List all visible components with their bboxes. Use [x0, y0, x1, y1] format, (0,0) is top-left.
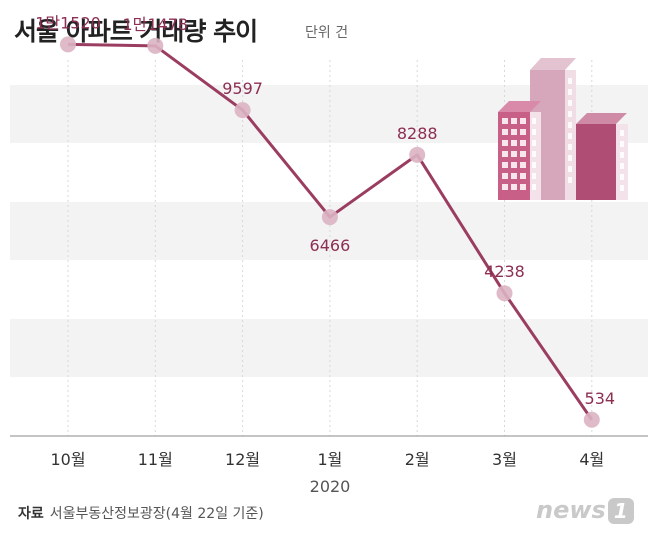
window-icon	[502, 162, 508, 168]
window-icon	[502, 129, 508, 135]
data-point	[409, 146, 426, 163]
data-label: 1만1520	[35, 13, 101, 32]
data-label: 6466	[310, 236, 351, 255]
window-icon	[511, 173, 517, 179]
logo-text: news	[536, 496, 606, 524]
data-point	[60, 36, 76, 53]
window-icon	[568, 78, 572, 84]
x-tick-label: 11월	[138, 450, 173, 469]
window-icon	[502, 184, 508, 190]
x-tick-label: 12월	[225, 450, 260, 469]
window-icon	[568, 177, 572, 183]
window-icon	[532, 129, 536, 135]
source-label: 자료	[18, 506, 44, 522]
window-icon	[532, 151, 536, 157]
window-icon	[568, 166, 572, 172]
x-tick-label: 10월	[50, 450, 85, 469]
window-icon	[620, 174, 624, 180]
window-icon	[620, 185, 624, 191]
data-labels: 1만1520 1만1478 9597 6466 8288 4238 534	[35, 13, 615, 407]
window-icon	[620, 163, 624, 169]
data-label: 534	[585, 389, 616, 408]
unit-label: 단위 건	[305, 25, 349, 41]
x-tick-labels: 10월 11월 12월 1월 2월 3월 4월	[50, 450, 604, 469]
data-point	[234, 102, 251, 119]
x-tick-label: 1월	[317, 450, 342, 469]
window-icon	[568, 100, 572, 106]
window-icon	[532, 118, 536, 124]
x-tick-label: 3월	[492, 450, 517, 469]
window-icon	[502, 118, 508, 124]
window-icon	[520, 184, 526, 190]
x-tick-label: 4월	[579, 450, 604, 469]
window-icon	[502, 151, 508, 157]
window-icon	[568, 122, 572, 128]
window-icon	[520, 129, 526, 135]
data-point	[147, 37, 164, 54]
chart-title: 서울 아파트 거래량 추이	[14, 17, 258, 46]
window-icon	[620, 130, 624, 136]
data-label: 4238	[484, 262, 525, 281]
source-note: 자료 서울부동산정보광장(4월 22일 기준)	[18, 503, 264, 523]
window-icon	[511, 129, 517, 135]
logo-badge: 1	[607, 498, 634, 524]
window-icon	[511, 162, 517, 168]
window-icon	[511, 118, 517, 124]
source-text: 서울부동산정보광장(4월 22일 기준)	[49, 506, 264, 522]
window-icon	[568, 144, 572, 150]
data-point	[321, 209, 338, 226]
data-label: 1만1478	[122, 15, 188, 34]
year-label: 2020	[310, 477, 351, 496]
window-icon	[568, 89, 572, 95]
window-icon	[532, 140, 536, 146]
window-icon	[532, 173, 536, 179]
building-illustration-icon	[498, 58, 628, 200]
data-label: 8288	[397, 124, 438, 143]
data-label: 9597	[222, 79, 263, 98]
window-icon	[568, 133, 572, 139]
window-icon	[502, 173, 508, 179]
x-tick-label: 2월	[405, 450, 430, 469]
window-icon	[532, 162, 536, 168]
background-band	[10, 319, 648, 377]
window-icon	[520, 118, 526, 124]
window-icon	[520, 173, 526, 179]
window-icon	[532, 184, 536, 190]
window-icon	[620, 152, 624, 158]
data-markers	[60, 36, 600, 428]
window-icon	[568, 155, 572, 161]
window-icon	[568, 111, 572, 117]
data-point	[583, 411, 600, 428]
window-icon	[511, 140, 517, 146]
news1-logo: news 1	[536, 496, 634, 524]
window-icon	[511, 184, 517, 190]
data-point	[496, 285, 513, 302]
window-icon	[520, 162, 526, 168]
window-icon	[502, 140, 508, 146]
window-icon	[620, 141, 624, 147]
window-icon	[511, 151, 517, 157]
window-icon	[520, 151, 526, 157]
window-icon	[520, 140, 526, 146]
